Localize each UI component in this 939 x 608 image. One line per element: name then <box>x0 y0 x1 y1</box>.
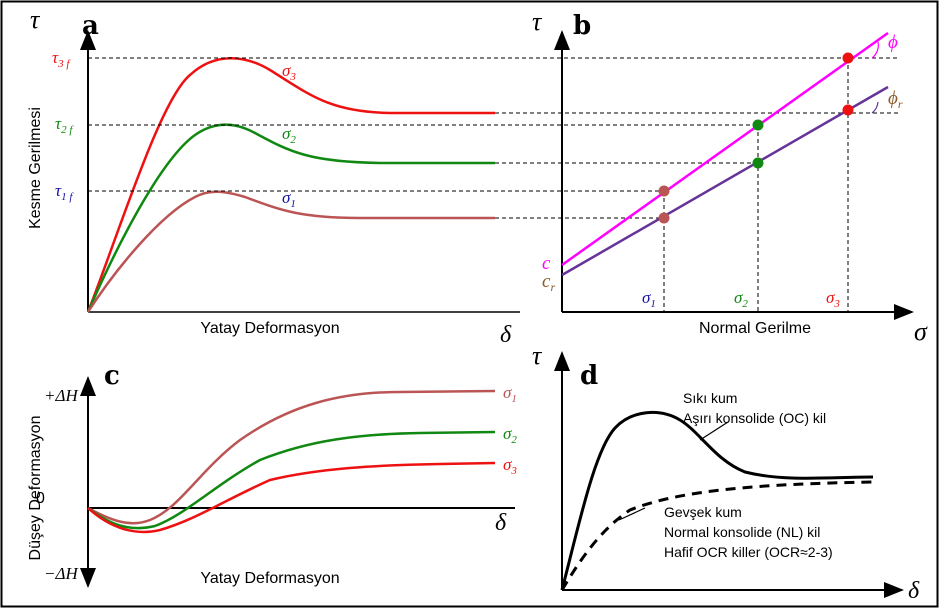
panel-a: τ a δ Kesme Gerilmesi Yatay Deformasyon … <box>27 5 520 348</box>
panel-c-sigma1-label: σ1 <box>503 383 517 405</box>
panel-b-letter: b <box>573 11 591 41</box>
peak-point-sigma2 <box>752 119 764 131</box>
tau2f-label: τ2 f <box>55 114 74 136</box>
loose-label-line2: Normal konsolide (NL) kil <box>664 524 820 540</box>
sigma1-shear-curve <box>86 190 495 313</box>
phi-r-label: ϕr <box>888 88 903 111</box>
c-r-label: cr <box>542 271 555 294</box>
panel-b-sigma2-label: σ2 <box>734 288 748 310</box>
residual-point-sigma2 <box>752 157 764 169</box>
sigma1-vertical-curve <box>87 389 496 525</box>
loose-label-line3: Hafif OCR killer (OCR≈2-3) <box>664 544 833 560</box>
dense-label-line1: Sıkı kum <box>683 390 737 406</box>
sigma3-curve-label: σ3 <box>282 61 296 83</box>
sigma3-shear-curve <box>86 57 495 313</box>
dense-pointer <box>699 421 729 441</box>
panel-c-delta-symbol: δ <box>495 510 507 536</box>
panel-d-delta-symbol: δ <box>908 578 920 604</box>
panel-a-tau-symbol: τ <box>30 5 41 34</box>
sigma3-vertical-curve <box>87 461 496 534</box>
panel-c: c Düşey Deformasyon Yatay Deformasyon δ … <box>27 361 517 588</box>
minus-delta-h-label: −ΔH <box>44 564 79 583</box>
phi-arc <box>871 41 879 59</box>
panel-b-sigma1-label: σ1 <box>642 288 656 310</box>
sigma2-curve-label: σ2 <box>282 124 296 146</box>
tau3f-label: τ3 f <box>52 48 71 70</box>
peak-point-sigma1 <box>658 185 670 197</box>
panel-d-tau-symbol: τ <box>532 341 543 370</box>
plus-delta-h-label: +ΔH <box>44 386 79 405</box>
panel-d-letter: d <box>580 361 598 391</box>
loose-soil-curve <box>560 480 874 591</box>
connector-lines <box>88 57 898 312</box>
panel-b-x-label: Normal Gerilme <box>699 320 811 337</box>
panel-b: τ b σ Normal Gerilme ϕ ϕr c cr σ1 σ2 σ3 <box>532 7 928 346</box>
panel-d: τ d δ Sıkı kum Aşırı konsolide (OC) kil … <box>532 341 920 604</box>
panel-c-sigma2-label: σ2 <box>503 424 517 446</box>
c-label: c <box>542 253 551 274</box>
panel-a-letter: a <box>82 11 99 41</box>
panel-a-delta-symbol: δ <box>500 322 512 348</box>
dense-soil-curve <box>560 410 874 591</box>
zero-label: 0 <box>36 490 45 507</box>
panel-c-letter: c <box>104 361 120 391</box>
residual-point-sigma1 <box>658 212 670 224</box>
dense-label-line2: Aşırı konsolide (OC) kil <box>683 410 826 426</box>
panel-a-x-label: Yatay Deformasyon <box>200 320 339 337</box>
loose-label-line1: Gevşek kum <box>664 504 742 520</box>
sigma2-vertical-curve <box>87 430 496 530</box>
residual-point-sigma3 <box>842 104 854 116</box>
panel-b-sigma-symbol: σ <box>914 317 928 346</box>
phi-label: ϕ <box>888 32 898 53</box>
panel-b-tau-symbol: τ <box>532 7 543 36</box>
panel-a-y-label: Kesme Gerilmesi <box>27 107 44 229</box>
sigma1-curve-label: σ1 <box>282 188 296 210</box>
peak-envelope-line <box>561 31 889 267</box>
panel-c-x-label: Yatay Deformasyon <box>200 570 339 587</box>
residual-envelope-line <box>561 85 889 277</box>
peak-point-sigma3 <box>842 52 854 64</box>
sigma2-shear-curve <box>86 123 495 313</box>
phi-r-arc <box>871 101 879 114</box>
loose-pointer <box>618 507 646 521</box>
panel-c-sigma3-label: σ3 <box>503 455 517 477</box>
panel-c-y-label: Düşey Deformasyon <box>27 416 44 561</box>
panel-b-sigma3-label: σ3 <box>826 288 840 310</box>
tau1f-label: τ1 f <box>55 181 74 203</box>
